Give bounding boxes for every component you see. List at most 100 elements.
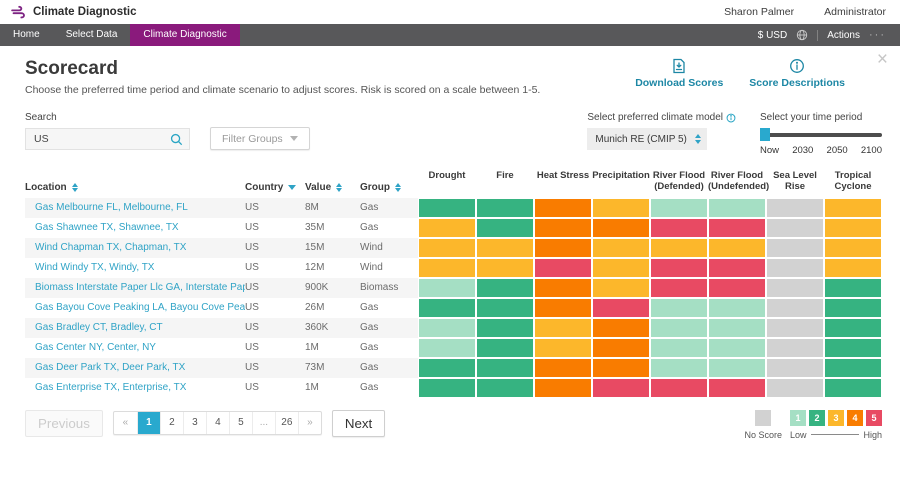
risk-cell-sea-level-rise bbox=[766, 277, 824, 298]
location-link[interactable]: Gas Shawnee TX, Shawnee, TX bbox=[35, 222, 179, 234]
column-header-value[interactable]: Value bbox=[305, 182, 360, 193]
risk-column-headers: Drought Fire Heat Stress Precipitation River… bbox=[418, 170, 882, 193]
slider-handle[interactable] bbox=[760, 128, 770, 141]
previous-page-button[interactable]: Previous bbox=[25, 409, 103, 437]
risk-cell-fire bbox=[476, 217, 534, 238]
location-cell: Gas Center NY, Center, NY bbox=[25, 338, 245, 358]
close-icon[interactable]: × bbox=[876, 49, 888, 70]
page-subtitle: Choose the preferred time period and cli… bbox=[25, 84, 541, 96]
risk-cell-river-flood-undefended bbox=[708, 337, 766, 358]
globe-icon[interactable] bbox=[796, 29, 808, 41]
info-icon bbox=[790, 59, 805, 73]
legend-swatch-5: 5 bbox=[866, 409, 882, 426]
table-header-row: Location Country Value Group Drought Fire Heat… bbox=[25, 170, 882, 198]
download-scores-button[interactable]: Download Scores bbox=[635, 58, 723, 89]
climate-model-select[interactable]: Munich RE (CMIP 5) bbox=[587, 128, 708, 150]
group-cell: Gas bbox=[360, 382, 379, 394]
location-link[interactable]: Gas Bayou Cove Peaking LA, Bayou Cove Pe… bbox=[35, 302, 245, 314]
risk-cell-drought bbox=[418, 197, 476, 218]
page-button-2[interactable]: 2 bbox=[159, 412, 183, 435]
risk-cell-heat-stress bbox=[534, 377, 592, 398]
risk-cell-sea-level-rise bbox=[766, 357, 824, 378]
value-cell: 8M bbox=[305, 202, 319, 214]
first-page-button[interactable]: « bbox=[122, 417, 129, 429]
location-link[interactable]: Gas Enterprise TX, Enterprise, TX bbox=[35, 382, 187, 394]
last-page-button[interactable]: » bbox=[297, 412, 321, 435]
search-input[interactable] bbox=[34, 133, 170, 145]
chevron-down-icon bbox=[289, 136, 298, 141]
risk-cell-river-flood-undefended bbox=[708, 257, 766, 278]
page-button-1[interactable]: 1 bbox=[136, 412, 160, 435]
column-header-country[interactable]: Country bbox=[245, 182, 305, 193]
value-cell: 26M bbox=[305, 302, 325, 314]
page-button-3[interactable]: 3 bbox=[182, 412, 206, 435]
risk-cells bbox=[418, 237, 882, 258]
page-number-group: « 1 2 3 4 5... 26» bbox=[112, 411, 322, 436]
search-group: Search bbox=[25, 112, 190, 150]
location-link[interactable]: Gas Bradley CT, Bradley, CT bbox=[35, 322, 163, 334]
page-button-26[interactable]: 26 bbox=[274, 412, 298, 435]
info-icon[interactable] bbox=[726, 113, 736, 123]
page-button-5[interactable]: 5 bbox=[228, 412, 252, 435]
sort-icon bbox=[395, 182, 401, 192]
location-link[interactable]: Gas Melbourne FL, Melbourne, FL bbox=[35, 202, 188, 214]
sort-icon bbox=[71, 182, 78, 192]
column-header-label: Value bbox=[305, 181, 332, 193]
top-header-bar: Climate Diagnostic Sharon Palmer Adminis… bbox=[0, 0, 900, 24]
search-icon[interactable] bbox=[170, 133, 183, 146]
next-page-button[interactable]: Next bbox=[331, 409, 386, 437]
actions-menu[interactable]: Actions bbox=[827, 29, 860, 41]
risk-cell-heat-stress bbox=[534, 337, 592, 358]
page-ellipsis[interactable]: ... bbox=[251, 412, 275, 435]
select-chevrons-icon bbox=[695, 134, 702, 144]
user-role[interactable]: Administrator bbox=[824, 6, 886, 18]
table-row: Gas Shawnee TX, Shawnee, TX US 35M Gas bbox=[25, 217, 882, 238]
score-descriptions-button[interactable]: Score Descriptions bbox=[749, 58, 845, 89]
value-cell: 35M bbox=[305, 222, 325, 234]
location-cell: Gas Shawnee TX, Shawnee, TX bbox=[25, 218, 245, 238]
nav-items: Home Select Data Climate Diagnostic bbox=[0, 24, 240, 46]
search-label: Search bbox=[25, 112, 57, 123]
climate-model-label: Select preferred climate model bbox=[587, 112, 723, 123]
risk-cell-drought bbox=[418, 237, 476, 258]
location-link[interactable]: Gas Deer Park TX, Deer Park, TX bbox=[35, 362, 186, 374]
risk-cell-fire bbox=[476, 197, 534, 218]
risk-cell-sea-level-rise bbox=[766, 197, 824, 218]
location-link[interactable]: Biomass Interstate Paper Llc GA, Interst… bbox=[35, 282, 245, 294]
column-header-label: Country bbox=[245, 181, 284, 193]
column-header-label: Location bbox=[25, 181, 67, 193]
more-options-icon[interactable]: ··· bbox=[869, 29, 886, 41]
risk-cell-river-flood-defended bbox=[650, 317, 708, 338]
risk-cell-precipitation bbox=[592, 377, 650, 398]
page-button-4[interactable]: 4 bbox=[205, 412, 229, 435]
column-header-risk: Heat Stress bbox=[536, 170, 590, 181]
table-row: Gas Melbourne FL, Melbourne, FL US 8M Gas bbox=[25, 197, 882, 218]
table-body: Gas Melbourne FL, Melbourne, FL US 8M Gas Ga… bbox=[25, 197, 882, 398]
risk-cell-fire bbox=[476, 357, 534, 378]
column-header-group[interactable]: Group bbox=[360, 182, 418, 193]
location-cell: Gas Enterprise TX, Enterprise, TX bbox=[25, 378, 245, 398]
time-period-group: Select your time period Now 2030 2050 2100 bbox=[760, 112, 882, 156]
location-cell: Gas Bayou Cove Peaking LA, Bayou Cove Pe… bbox=[25, 298, 245, 318]
scorecard-table: Location Country Value Group Drought Fire Heat… bbox=[25, 170, 882, 398]
risk-cell-fire bbox=[476, 337, 534, 358]
nav-item-home[interactable]: Home bbox=[13, 29, 40, 40]
slider-track[interactable] bbox=[760, 133, 882, 137]
risk-cells bbox=[418, 197, 882, 218]
column-header-risk: Sea Level Rise bbox=[773, 170, 817, 193]
location-link[interactable]: Wind Windy TX, Windy, TX bbox=[35, 262, 155, 274]
column-header-location[interactable]: Location bbox=[25, 182, 245, 193]
time-period-slider[interactable] bbox=[760, 128, 882, 141]
risk-cell-fire bbox=[476, 377, 534, 398]
country-cell: US bbox=[245, 362, 259, 374]
nav-item-climate-diagnostic[interactable]: Climate Diagnostic bbox=[130, 24, 240, 46]
user-name[interactable]: Sharon Palmer bbox=[724, 6, 795, 18]
nav-item-select-data[interactable]: Select Data bbox=[65, 29, 118, 40]
risk-cell-tropical-cyclone bbox=[824, 317, 882, 338]
filter-groups-button[interactable]: Filter Groups bbox=[210, 127, 310, 150]
location-link[interactable]: Gas Center NY, Center, NY bbox=[35, 342, 156, 354]
currency-selector[interactable]: $ USD bbox=[757, 29, 788, 41]
location-link[interactable]: Wind Chapman TX, Chapman, TX bbox=[35, 242, 187, 254]
value-cell: 360K bbox=[305, 322, 329, 334]
